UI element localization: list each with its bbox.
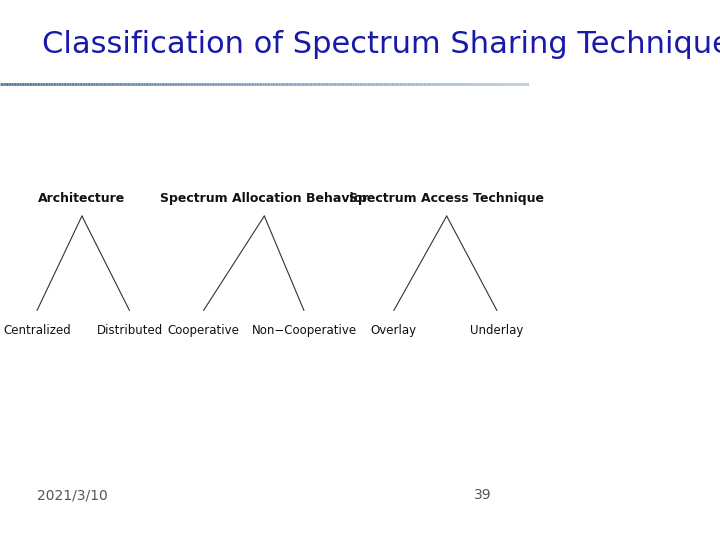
Text: Cooperative: Cooperative (168, 324, 240, 337)
Text: Architecture: Architecture (38, 192, 125, 205)
Text: Non−Cooperative: Non−Cooperative (251, 324, 356, 337)
Text: Spectrum Allocation Behavior: Spectrum Allocation Behavior (160, 192, 369, 205)
Text: Overlay: Overlay (371, 324, 417, 337)
Text: Underlay: Underlay (470, 324, 523, 337)
Text: 39: 39 (474, 488, 492, 502)
Text: Distributed: Distributed (96, 324, 163, 337)
Text: 2021/3/10: 2021/3/10 (37, 488, 108, 502)
Text: Classification of Spectrum Sharing Techniques: Classification of Spectrum Sharing Techn… (42, 30, 720, 59)
Text: Spectrum Access Technique: Spectrum Access Technique (349, 192, 544, 205)
Text: Centralized: Centralized (3, 324, 71, 337)
